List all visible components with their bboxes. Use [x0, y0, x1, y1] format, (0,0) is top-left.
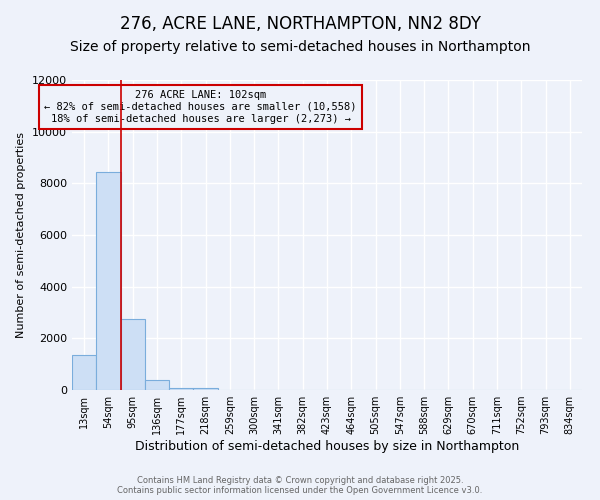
X-axis label: Distribution of semi-detached houses by size in Northampton: Distribution of semi-detached houses by … [135, 440, 519, 453]
Bar [121, 319, 145, 390]
Bar [193, 388, 218, 390]
Text: Size of property relative to semi-detached houses in Northampton: Size of property relative to semi-detach… [70, 40, 530, 54]
Bar [145, 380, 169, 390]
Bar [96, 172, 121, 390]
Bar [169, 388, 193, 390]
Text: 276, ACRE LANE, NORTHAMPTON, NN2 8DY: 276, ACRE LANE, NORTHAMPTON, NN2 8DY [119, 15, 481, 33]
Text: 276 ACRE LANE: 102sqm
← 82% of semi-detached houses are smaller (10,558)
18% of : 276 ACRE LANE: 102sqm ← 82% of semi-deta… [44, 90, 357, 124]
Text: Contains HM Land Registry data © Crown copyright and database right 2025.
Contai: Contains HM Land Registry data © Crown c… [118, 476, 482, 495]
Y-axis label: Number of semi-detached properties: Number of semi-detached properties [16, 132, 26, 338]
Bar [72, 355, 96, 390]
